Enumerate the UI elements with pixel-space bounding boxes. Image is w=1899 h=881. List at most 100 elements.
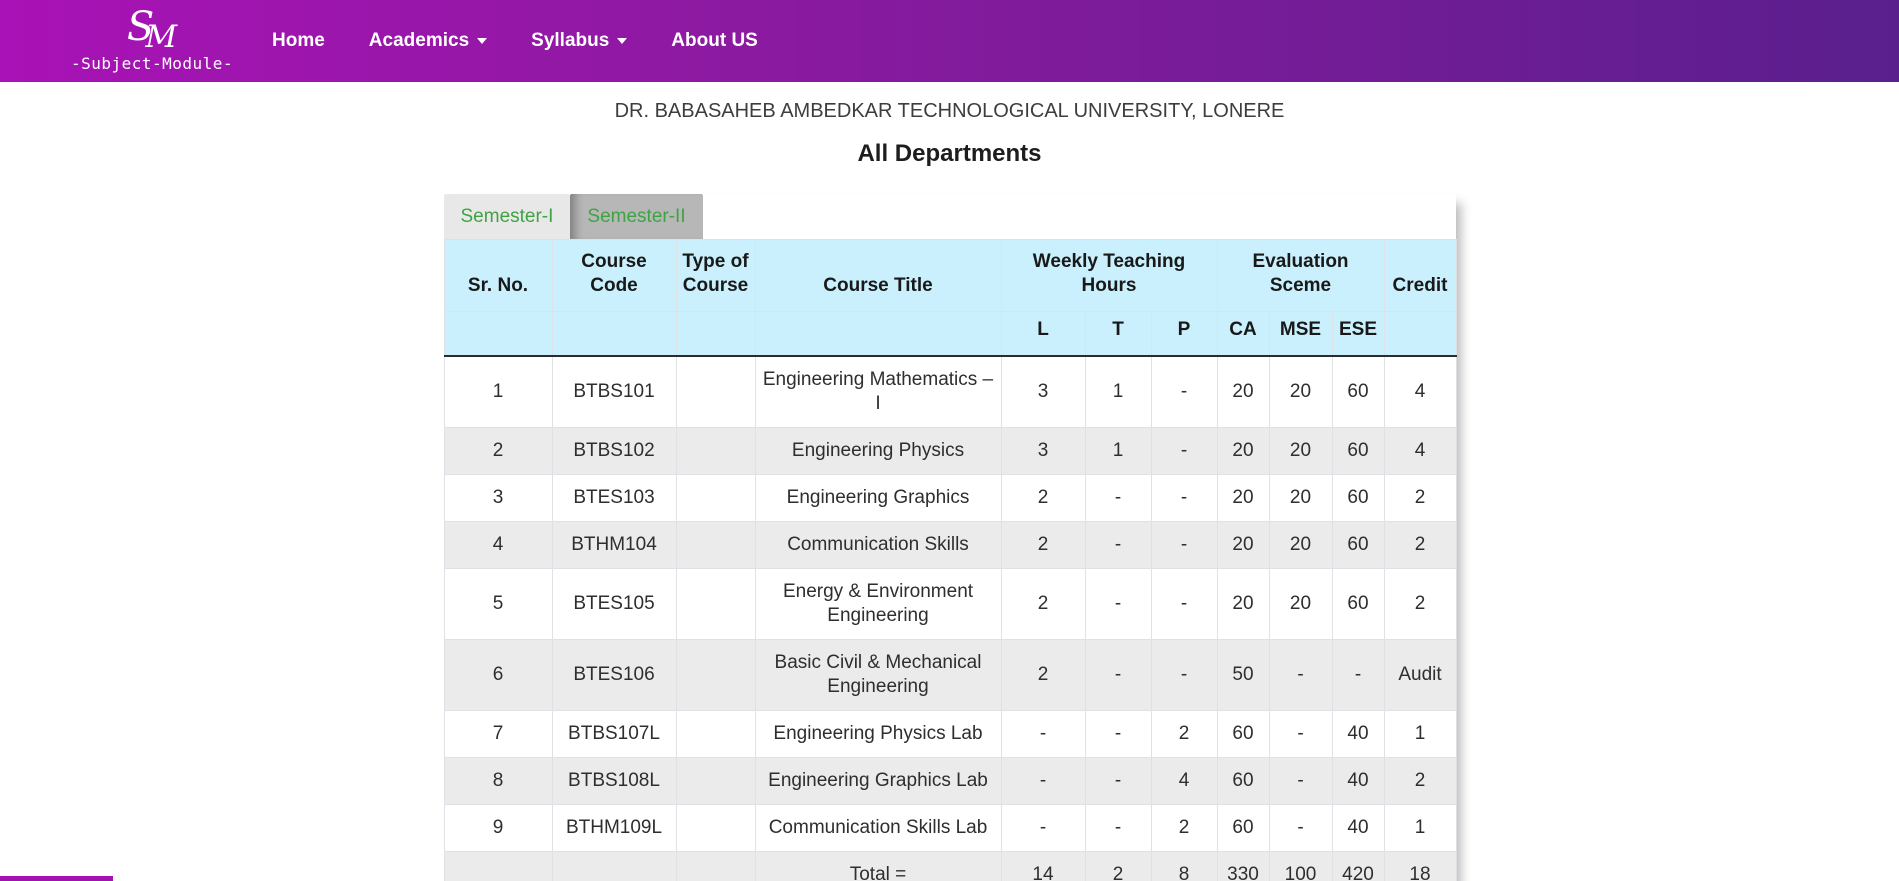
brand-name: -Subject-Module- xyxy=(70,53,234,73)
cell-credit: 2 xyxy=(1383,521,1457,569)
nav-item-home[interactable]: Home xyxy=(272,30,325,52)
cell-hours-t: - xyxy=(1084,521,1152,569)
cell-eval-ese: 60 xyxy=(1331,568,1385,640)
cell-eval-ca: 60 xyxy=(1216,710,1270,758)
cell-course-code: BTBS108L xyxy=(551,757,677,805)
cell-credit: 1 xyxy=(1383,804,1457,852)
caret-down-icon xyxy=(477,38,488,44)
cell-hours-l: 3 xyxy=(1000,427,1086,475)
header-row-groups: Sr. No. Course Code Type of Course Cours… xyxy=(443,239,1457,312)
caret-down-icon xyxy=(617,38,628,44)
cell-hours-t: - xyxy=(1084,710,1152,758)
cell-course-title: Engineering Physics xyxy=(754,427,1002,475)
cell-hours-l: 2 xyxy=(1000,521,1086,569)
cell-hours-p: 8 xyxy=(1150,851,1218,881)
nav-item-home-label: Home xyxy=(272,30,325,51)
semester-panel: Semester-I Semester-II Sr. No. Course Co… xyxy=(443,194,1457,881)
cell-eval-ese: 40 xyxy=(1331,710,1385,758)
cell-sr-no: 3 xyxy=(443,474,553,522)
header-weekly-teaching-hours: Weekly Teaching Hours xyxy=(1000,239,1218,312)
cell-hours-p: - xyxy=(1150,427,1218,475)
cell-hours-l: 2 xyxy=(1000,639,1086,711)
cell-course-code xyxy=(551,851,677,881)
cell-type-of-course xyxy=(675,757,756,805)
cell-course-title: Communication Skills xyxy=(754,521,1002,569)
nav-item-about-us[interactable]: About US xyxy=(671,30,758,52)
header-credit: Credit xyxy=(1383,239,1457,312)
course-row: 4 BTHM104 Communication Skills 2- -20 20 60 2 xyxy=(443,521,1457,569)
cell-hours-t: - xyxy=(1084,804,1152,852)
cell-eval-ca: 60 xyxy=(1216,757,1270,805)
cell-eval-ca: 330 xyxy=(1216,851,1270,881)
cell-eval-mse: - xyxy=(1268,710,1333,758)
cell-hours-p: 2 xyxy=(1150,804,1218,852)
cell-credit: 1 xyxy=(1383,710,1457,758)
cell-course-code: BTHM104 xyxy=(551,521,677,569)
subheader-l: L xyxy=(1000,311,1086,357)
cell-eval-mse: 20 xyxy=(1268,568,1333,640)
header-course-code: Course Code xyxy=(551,239,677,312)
cell-course-title: Engineering Physics Lab xyxy=(754,710,1002,758)
cell-eval-ca: 60 xyxy=(1216,804,1270,852)
cell-course-title: Total = xyxy=(754,851,1002,881)
cell-credit: 2 xyxy=(1383,568,1457,640)
cell-sr-no: 9 xyxy=(443,804,553,852)
cell-eval-ese: 420 xyxy=(1331,851,1385,881)
cell-sr-no: 4 xyxy=(443,521,553,569)
tab-semester-2[interactable]: Semester-II xyxy=(570,194,703,239)
cell-type-of-course xyxy=(675,568,756,640)
cell-sr-no: 1 xyxy=(443,355,553,428)
course-row: 6 BTES106 Basic Civil & Mechanical Enginee… xyxy=(443,639,1457,711)
course-row: 8 BTBS108L Engineering Graphics Lab - -4 60-4… xyxy=(443,757,1457,805)
header-course-title: Course Title xyxy=(754,239,1002,312)
cell-course-code: BTBS107L xyxy=(551,710,677,758)
tab-semester-1[interactable]: Semester-I xyxy=(443,194,571,239)
subheader-ese: ESE xyxy=(1331,311,1385,357)
cell-eval-ese: 60 xyxy=(1331,427,1385,475)
nav-item-academics[interactable]: Academics xyxy=(369,30,488,52)
cell-hours-l: - xyxy=(1000,804,1086,852)
course-row: 1 BTBS101 Engineering Mathematics – I 3 1-20… xyxy=(443,355,1457,428)
brand-logo[interactable]: SM -Subject-Module- xyxy=(64,7,240,73)
cell-hours-t: - xyxy=(1084,568,1152,640)
cell-type-of-course xyxy=(675,427,756,475)
header-row-sub: L T P CA MSE ESE xyxy=(443,311,1457,357)
cell-hours-t: 1 xyxy=(1084,355,1152,428)
cell-type-of-course xyxy=(675,474,756,522)
cell-eval-ca: 50 xyxy=(1216,639,1270,711)
cell-sr-no: 5 xyxy=(443,568,553,640)
cell-hours-p: - xyxy=(1150,639,1218,711)
total-row: Total = 14 2 8 330 100 420 18 xyxy=(443,851,1457,881)
cell-hours-p: 4 xyxy=(1150,757,1218,805)
cell-sr-no: 7 xyxy=(443,710,553,758)
subheader-empty xyxy=(443,311,553,357)
footer-strip xyxy=(0,876,113,881)
cell-hours-l: - xyxy=(1000,710,1086,758)
cell-hours-t: - xyxy=(1084,474,1152,522)
nav-item-syllabus[interactable]: Syllabus xyxy=(531,30,628,52)
subheader-t: T xyxy=(1084,311,1152,357)
navbar: SM -Subject-Module- Home Academics Sylla… xyxy=(0,0,1899,82)
cell-credit: 4 xyxy=(1383,355,1457,428)
cell-type-of-course xyxy=(675,851,756,881)
course-table-body: 1 BTBS101 Engineering Mathematics – I 3 1-20… xyxy=(443,355,1457,881)
subheader-empty xyxy=(675,311,756,357)
subheader-p: P xyxy=(1150,311,1218,357)
cell-type-of-course xyxy=(675,804,756,852)
page-title: All Departments xyxy=(857,140,1042,167)
cell-hours-t: 1 xyxy=(1084,427,1152,475)
cell-eval-mse: - xyxy=(1268,639,1333,711)
cell-eval-ca: 20 xyxy=(1216,521,1270,569)
cell-course-code: BTHM109L xyxy=(551,804,677,852)
cell-eval-ese: 40 xyxy=(1331,804,1385,852)
cell-course-code: BTBS101 xyxy=(551,355,677,428)
cell-course-code: BTES103 xyxy=(551,474,677,522)
cell-course-code: BTES105 xyxy=(551,568,677,640)
cell-sr-no: 6 xyxy=(443,639,553,711)
subheader-ca: CA xyxy=(1216,311,1270,357)
course-row: 2 BTBS102 Engineering Physics 3 1-20 20 60 4 xyxy=(443,427,1457,475)
cell-course-title: Basic Civil & Mechanical Engineering xyxy=(754,639,1002,711)
subheader-mse: MSE xyxy=(1268,311,1333,357)
cell-credit: 4 xyxy=(1383,427,1457,475)
nav-item-about-us-label: About US xyxy=(671,30,758,51)
